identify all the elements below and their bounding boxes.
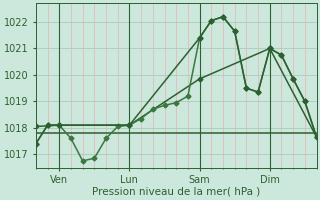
X-axis label: Pression niveau de la mer( hPa ): Pression niveau de la mer( hPa ) bbox=[92, 187, 260, 197]
